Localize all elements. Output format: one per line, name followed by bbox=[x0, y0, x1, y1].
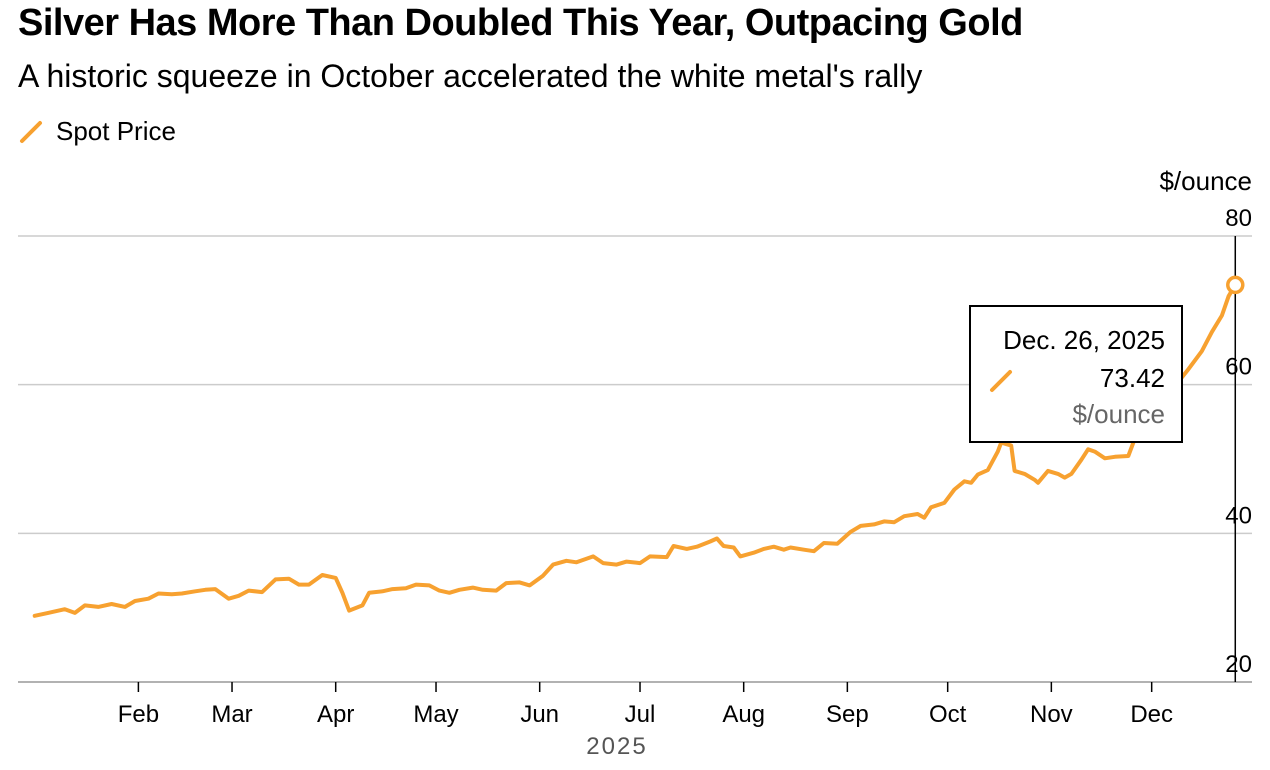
y-axis-unit: $/ounce bbox=[1159, 166, 1252, 196]
legend: Spot Price bbox=[18, 116, 176, 147]
chart-subtitle: A historic squeeze in October accelerate… bbox=[18, 58, 923, 94]
x-tick-label: May bbox=[413, 701, 458, 728]
tooltip-swatch-icon bbox=[990, 370, 1012, 392]
legend-swatch-icon bbox=[20, 120, 42, 143]
x-tick-label: Sep bbox=[826, 701, 869, 728]
y-tick-label: 80 bbox=[1225, 205, 1252, 232]
x-tick-label: Jun bbox=[520, 701, 559, 728]
y-tick-label: 60 bbox=[1225, 354, 1252, 381]
y-tick-label: 20 bbox=[1225, 651, 1252, 678]
x-tick-label: Dec bbox=[1130, 701, 1173, 728]
tooltip-date: Dec. 26, 2025 bbox=[1003, 325, 1165, 355]
tooltip: Dec. 26, 2025 73.42 $/ounce bbox=[969, 305, 1183, 443]
tooltip-value: 73.42 bbox=[1099, 363, 1165, 393]
x-tick-label: Aug bbox=[722, 701, 765, 728]
x-tick-label: Oct bbox=[929, 701, 967, 728]
highlight-point bbox=[1226, 275, 1245, 295]
tooltip-unit: $/ounce bbox=[1072, 399, 1165, 429]
chart-title: Silver Has More Than Doubled This Year, … bbox=[18, 2, 1023, 44]
x-tick-label: Apr bbox=[317, 701, 354, 728]
x-tick-label: Jul bbox=[625, 701, 656, 728]
legend-label: Spot Price bbox=[56, 116, 176, 146]
x-tick-label: Feb bbox=[118, 701, 159, 728]
x-tick-label: Mar bbox=[211, 701, 252, 728]
x-axis-year-label: 2025 bbox=[586, 733, 647, 760]
x-tick-label: Nov bbox=[1030, 701, 1073, 728]
series-line-spot-price bbox=[32, 282, 1238, 618]
y-tick-label: 40 bbox=[1225, 502, 1252, 529]
